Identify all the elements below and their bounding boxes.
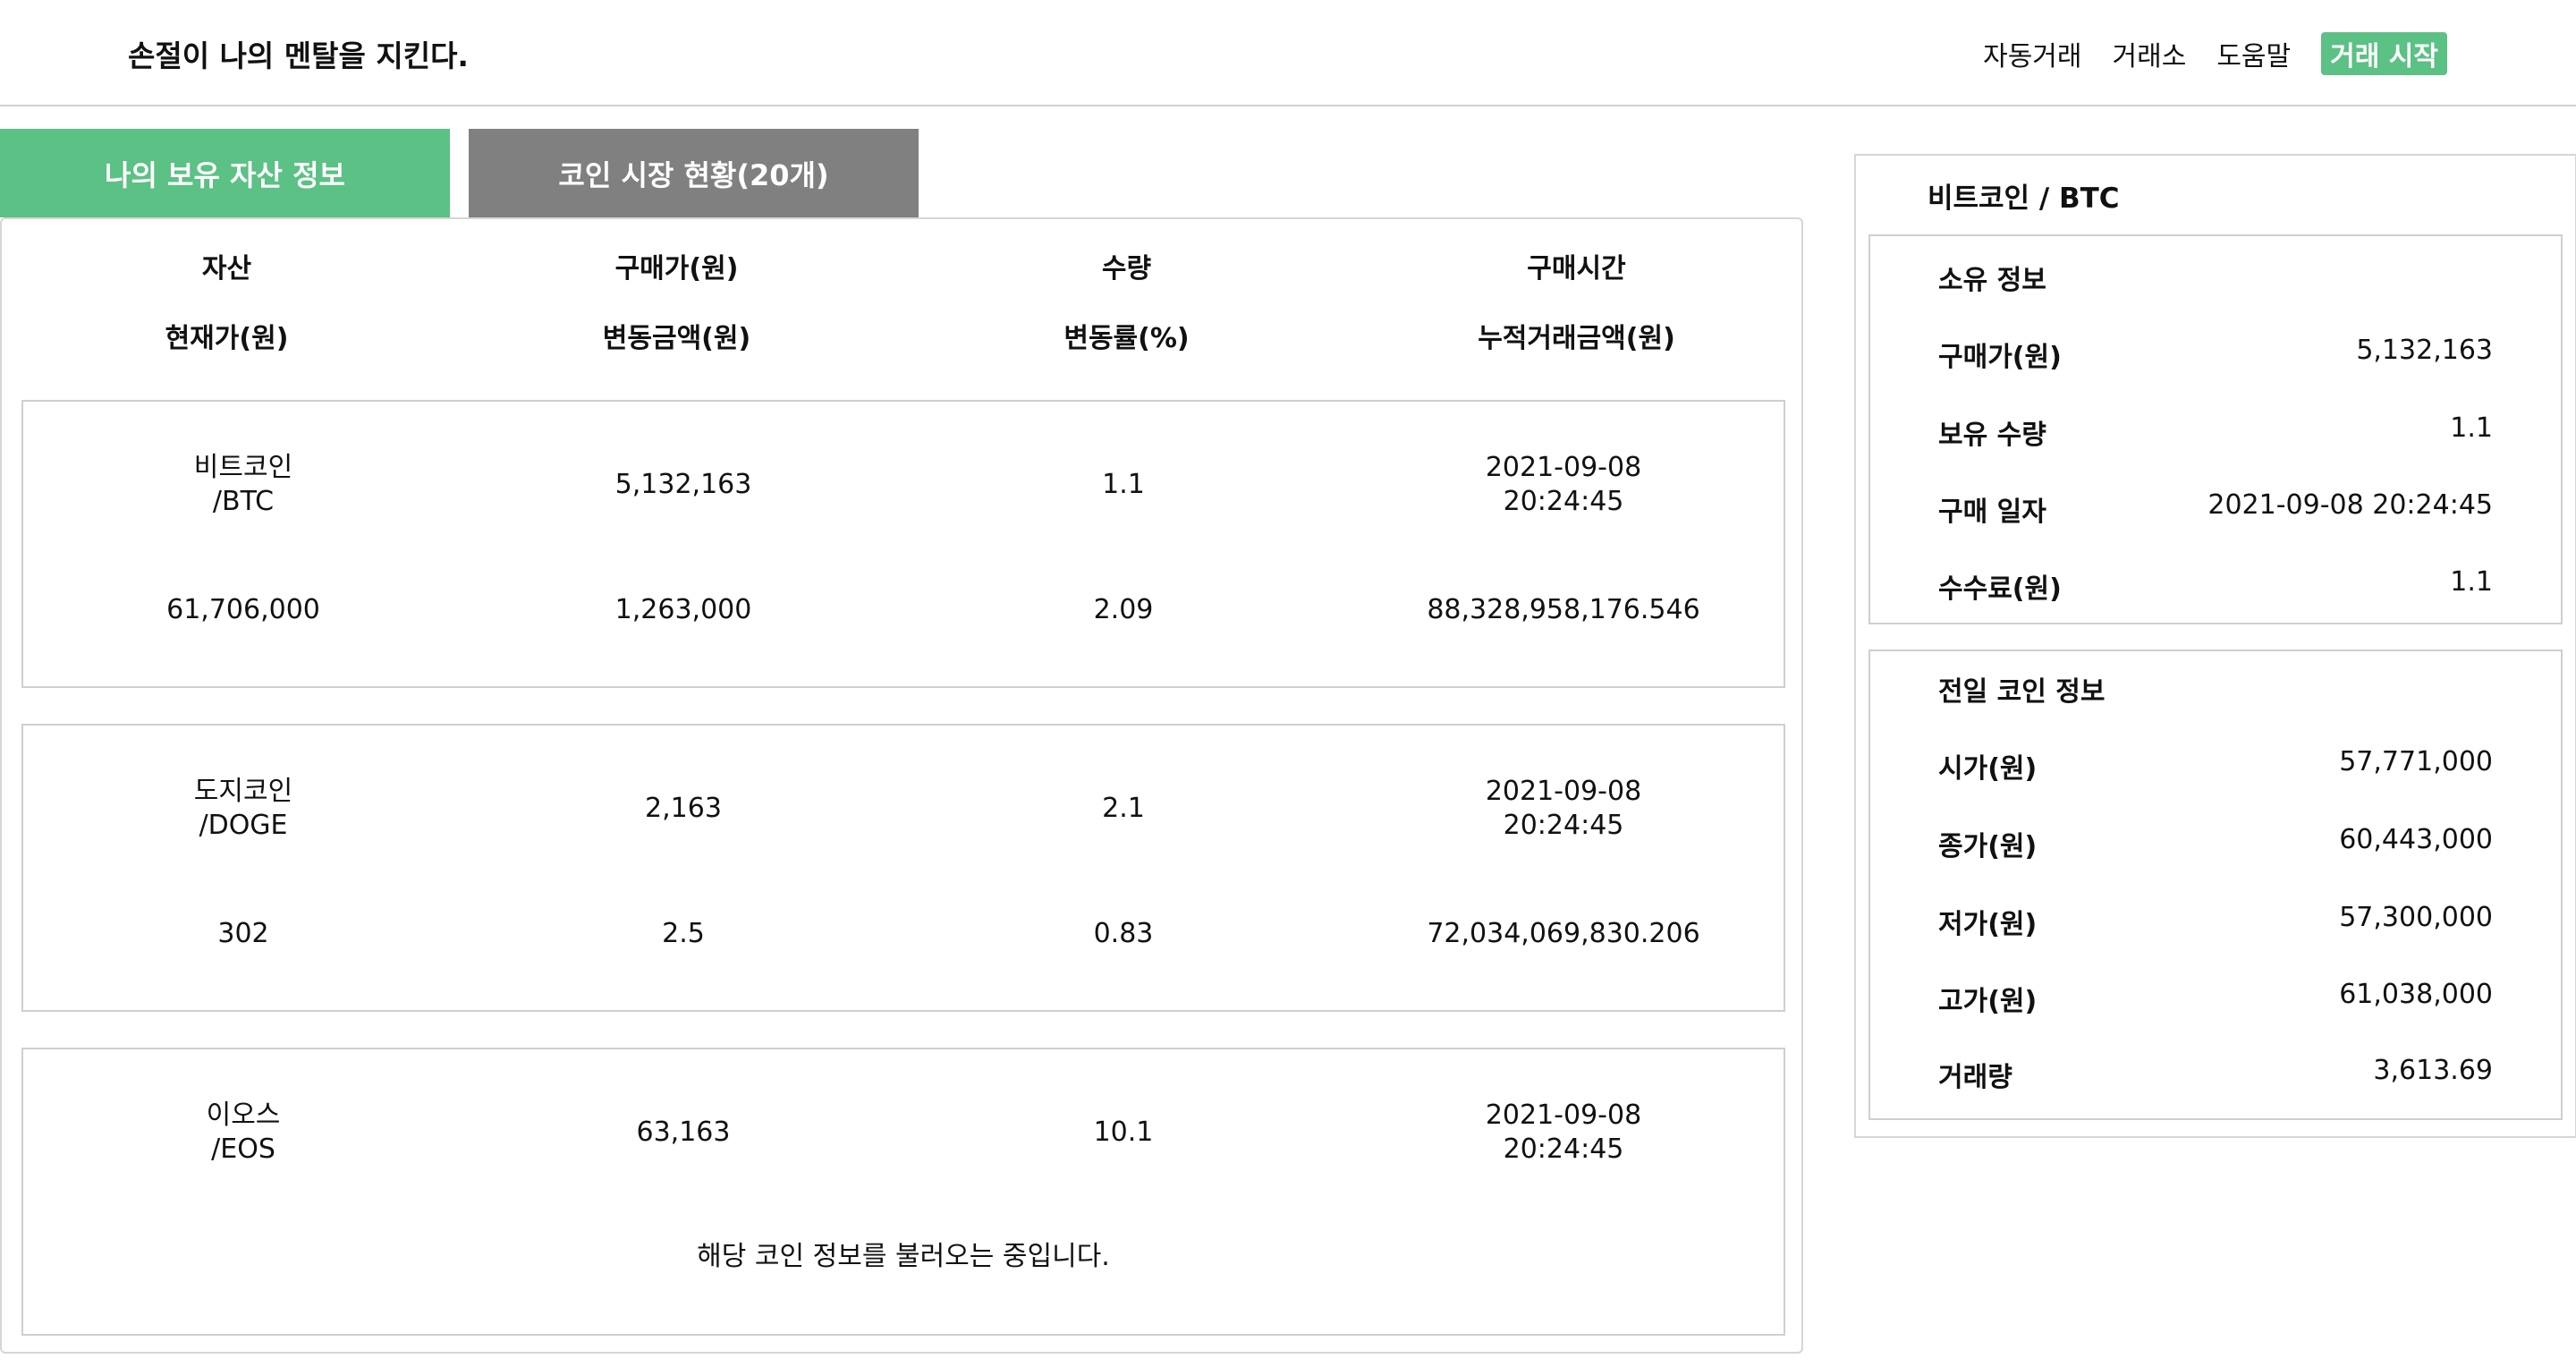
buy-time: 2021-09-08 20:24:45 <box>1343 775 1784 843</box>
kv-label: 구매가(원) <box>1938 342 2062 373</box>
header-buy-time: 구매시간 <box>1527 253 1626 284</box>
asset-name-kr: 이오스 <box>206 1100 281 1131</box>
prev-open: 시가(원) 57,771,000 <box>1938 746 2493 785</box>
buy-price: 5,132,163 <box>614 469 752 500</box>
kv-value: 2021-09-08 20:24:45 <box>2207 489 2493 521</box>
asset-name: 이오스 /EOS <box>23 1099 463 1167</box>
prev-day-info-box: 전일 코인 정보 시가(원) 57,771,000 종가(원) 60,443,0… <box>1868 650 2563 1120</box>
loading-message: 해당 코인 정보를 불러오는 중입니다. <box>697 1241 1110 1272</box>
asset-row-top: 비트코인 /BTC 5,132,163 1.1 2021-09-08 20:24… <box>23 445 1784 525</box>
header-acc-trade: 누적거래금액(원) <box>1478 323 1675 354</box>
kv-label: 시가(원) <box>1938 753 2038 785</box>
buy-date-text: 2021-09-08 <box>1485 1100 1642 1131</box>
top-header: 손절이 나의 멘탈을 지킨다. 자동거래 거래소 도움말 거래 시작 <box>0 0 2576 106</box>
kv-value: 1.1 <box>2450 566 2493 598</box>
nav-help[interactable]: 도움말 <box>2216 41 2292 72</box>
kv-label: 거래량 <box>1938 1062 2012 1093</box>
tab-my-assets[interactable]: 나의 보유 자산 정보 <box>0 129 450 217</box>
kv-value: 3,613.69 <box>2373 1055 2493 1086</box>
kv-value: 61,038,000 <box>2339 979 2493 1010</box>
prev-volume: 거래량 3,613.69 <box>1938 1055 2493 1094</box>
asset-row-doge[interactable]: 도지코인 /DOGE 2,163 2.1 2021-09-08 20:24:45… <box>21 724 1785 1012</box>
header-quantity: 수량 <box>1101 253 1152 284</box>
kv-label: 구매 일자 <box>1938 497 2046 528</box>
buy-date-text: 2021-09-08 <box>1485 452 1642 483</box>
change-rate: 2.09 <box>1093 594 1154 625</box>
brand-title[interactable]: 손절이 나의 멘탈을 지킨다. <box>128 38 469 73</box>
start-trade-button[interactable]: 거래 시작 <box>2321 32 2447 75</box>
asset-row-top: 도지코인 /DOGE 2,163 2.1 2021-09-08 20:24:45 <box>23 768 1784 849</box>
asset-name-kr: 비트코인 <box>193 452 293 483</box>
asset-row-bottom: 61,706,000 1,263,000 2.09 88,328,958,176… <box>23 588 1784 633</box>
prev-close: 종가(원) 60,443,000 <box>1938 824 2493 863</box>
buy-time-text: 20:24:45 <box>1503 1134 1624 1165</box>
buy-time-text: 20:24:45 <box>1503 810 1624 841</box>
asset-row-bottom: 302 2.5 0.83 72,034,069,830.206 <box>23 912 1784 956</box>
prev-high: 고가(원) 61,038,000 <box>1938 979 2493 1018</box>
kv-label: 저가(원) <box>1938 909 2038 940</box>
buy-date-text: 2021-09-08 <box>1485 776 1642 807</box>
asset-row-eos[interactable]: 이오스 /EOS 63,163 10.1 2021-09-08 20:24:45… <box>21 1048 1785 1336</box>
table-header-row-1: 자산 구매가(원) 수량 구매시간 <box>2 246 1801 285</box>
own-fee: 수수료(원) 1.1 <box>1938 566 2493 606</box>
coin-detail-panel: 비트코인 / BTC 소유 정보 구매가(원) 5,132,163 보유 수량 … <box>1854 154 2576 1138</box>
kv-value: 5,132,163 <box>2356 335 2493 366</box>
kv-label: 종가(원) <box>1938 831 2038 862</box>
change-amount: 1,263,000 <box>614 594 752 625</box>
change-rate: 0.83 <box>1093 918 1154 949</box>
asset-symbol: /EOS <box>211 1134 275 1165</box>
asset-name: 도지코인 /DOGE <box>23 775 463 843</box>
kv-value: 1.1 <box>2450 412 2493 444</box>
ownership-info-box: 소유 정보 구매가(원) 5,132,163 보유 수량 1.1 구매 일자 2… <box>1868 234 2563 624</box>
kv-value: 57,771,000 <box>2339 746 2493 777</box>
asset-symbol: /DOGE <box>199 810 288 841</box>
own-quantity: 보유 수량 1.1 <box>1938 412 2493 452</box>
acc-trade-amount: 88,328,958,176.546 <box>1427 594 1700 625</box>
change-amount: 2.5 <box>662 918 705 949</box>
kv-value: 57,300,000 <box>2339 902 2493 933</box>
buy-time-text: 20:24:45 <box>1503 486 1624 517</box>
asset-row-btc[interactable]: 비트코인 /BTC 5,132,163 1.1 2021-09-08 20:24… <box>21 400 1785 688</box>
nav-auto-trade[interactable]: 자동거래 <box>1983 41 2082 72</box>
own-buy-date: 구매 일자 2021-09-08 20:24:45 <box>1938 489 2493 529</box>
acc-trade-amount: 72,034,069,830.206 <box>1427 918 1700 949</box>
asset-panel: 자산 구매가(원) 수량 구매시간 현재가(원) 변동금액(원) 변동률(%) … <box>0 217 1803 1354</box>
kv-value: 60,443,000 <box>2339 824 2493 855</box>
header-change-rate: 변동률(%) <box>1063 323 1190 354</box>
buy-price: 2,163 <box>645 793 722 824</box>
current-price: 61,706,000 <box>166 594 320 625</box>
tab-coin-market[interactable]: 코인 시장 현황(20개) <box>469 129 919 217</box>
ownership-heading: 소유 정보 <box>1938 265 2046 296</box>
current-price: 302 <box>217 918 269 949</box>
buy-time: 2021-09-08 20:24:45 <box>1343 451 1784 519</box>
header-buy-price: 구매가(원) <box>614 253 739 284</box>
asset-row-top: 이오스 /EOS 63,163 10.1 2021-09-08 20:24:45 <box>23 1092 1784 1173</box>
quantity: 2.1 <box>1102 793 1145 824</box>
kv-label: 보유 수량 <box>1938 420 2046 451</box>
own-buy-price: 구매가(원) 5,132,163 <box>1938 335 2493 374</box>
kv-label: 수수료(원) <box>1938 573 2062 605</box>
quantity: 1.1 <box>1102 469 1145 500</box>
prev-low: 저가(원) 57,300,000 <box>1938 902 2493 941</box>
asset-name-kr: 도지코인 <box>193 776 293 807</box>
top-nav: 자동거래 거래소 도움말 거래 시작 <box>1953 32 2447 75</box>
buy-time: 2021-09-08 20:24:45 <box>1343 1099 1784 1167</box>
buy-price: 63,163 <box>636 1117 731 1148</box>
asset-symbol: /BTC <box>212 486 275 517</box>
header-change-amount: 변동금액(원) <box>602 323 751 354</box>
header-current-price: 현재가(원) <box>165 323 289 354</box>
quantity: 10.1 <box>1093 1117 1154 1148</box>
kv-label: 고가(원) <box>1938 986 2038 1017</box>
header-asset: 자산 <box>201 253 252 284</box>
nav-exchange[interactable]: 거래소 <box>2112 41 2187 72</box>
prev-day-heading: 전일 코인 정보 <box>1938 676 2106 708</box>
coin-detail-title: 비트코인 / BTC <box>1928 183 2120 215</box>
asset-name: 비트코인 /BTC <box>23 451 463 519</box>
table-header-row-2: 현재가(원) 변동금액(원) 변동률(%) 누적거래금액(원) <box>2 316 1801 355</box>
